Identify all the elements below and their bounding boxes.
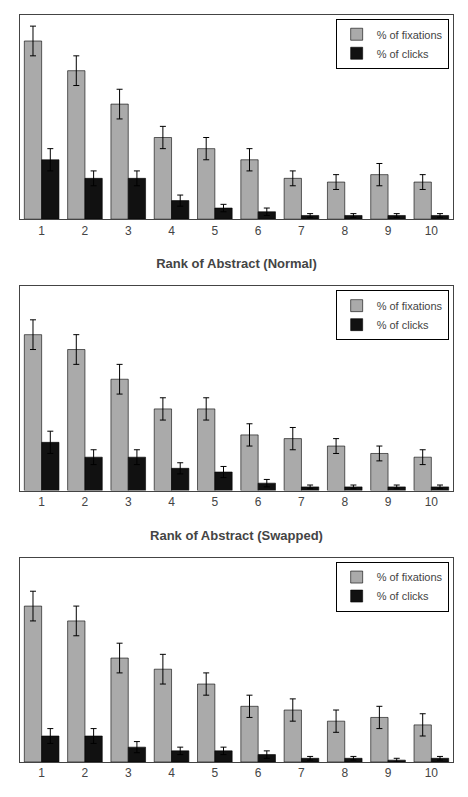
svg-text:4: 4 — [168, 495, 175, 509]
svg-text:6: 6 — [255, 495, 262, 509]
svg-text:3: 3 — [125, 495, 132, 509]
svg-text:Rank of Abstract (Normal): Rank of Abstract (Normal) — [156, 256, 317, 271]
svg-text:9: 9 — [385, 224, 392, 238]
svg-text:3: 3 — [125, 224, 132, 238]
svg-text:% of fixations: % of fixations — [377, 300, 443, 312]
svg-text:6: 6 — [255, 224, 262, 238]
svg-text:7: 7 — [298, 766, 305, 780]
svg-text:% of fixations: % of fixations — [377, 571, 443, 583]
svg-text:4: 4 — [168, 224, 175, 238]
svg-text:8: 8 — [341, 495, 348, 509]
svg-text:8: 8 — [341, 224, 348, 238]
svg-text:5: 5 — [212, 495, 219, 509]
svg-text:10: 10 — [425, 495, 439, 509]
svg-text:10: 10 — [425, 766, 439, 780]
svg-text:% of clicks: % of clicks — [377, 319, 429, 331]
svg-text:% of clicks: % of clicks — [377, 48, 429, 60]
svg-text:4: 4 — [168, 766, 175, 780]
svg-text:10: 10 — [425, 224, 439, 238]
svg-text:1: 1 — [38, 224, 45, 238]
svg-text:1: 1 — [38, 495, 45, 509]
svg-text:6: 6 — [255, 766, 262, 780]
svg-text:5: 5 — [212, 224, 219, 238]
svg-text:Rank of Abstract (Swapped): Rank of Abstract (Swapped) — [150, 528, 323, 543]
svg-text:2: 2 — [82, 495, 89, 509]
svg-text:% of fixations: % of fixations — [377, 29, 443, 41]
svg-text:7: 7 — [298, 224, 305, 238]
svg-text:% of clicks: % of clicks — [377, 590, 429, 602]
svg-text:3: 3 — [125, 766, 132, 780]
svg-text:2: 2 — [82, 224, 89, 238]
svg-text:2: 2 — [82, 766, 89, 780]
svg-text:8: 8 — [341, 766, 348, 780]
svg-text:1: 1 — [38, 766, 45, 780]
svg-text:7: 7 — [298, 495, 305, 509]
svg-text:5: 5 — [212, 766, 219, 780]
svg-text:9: 9 — [385, 495, 392, 509]
svg-text:9: 9 — [385, 766, 392, 780]
